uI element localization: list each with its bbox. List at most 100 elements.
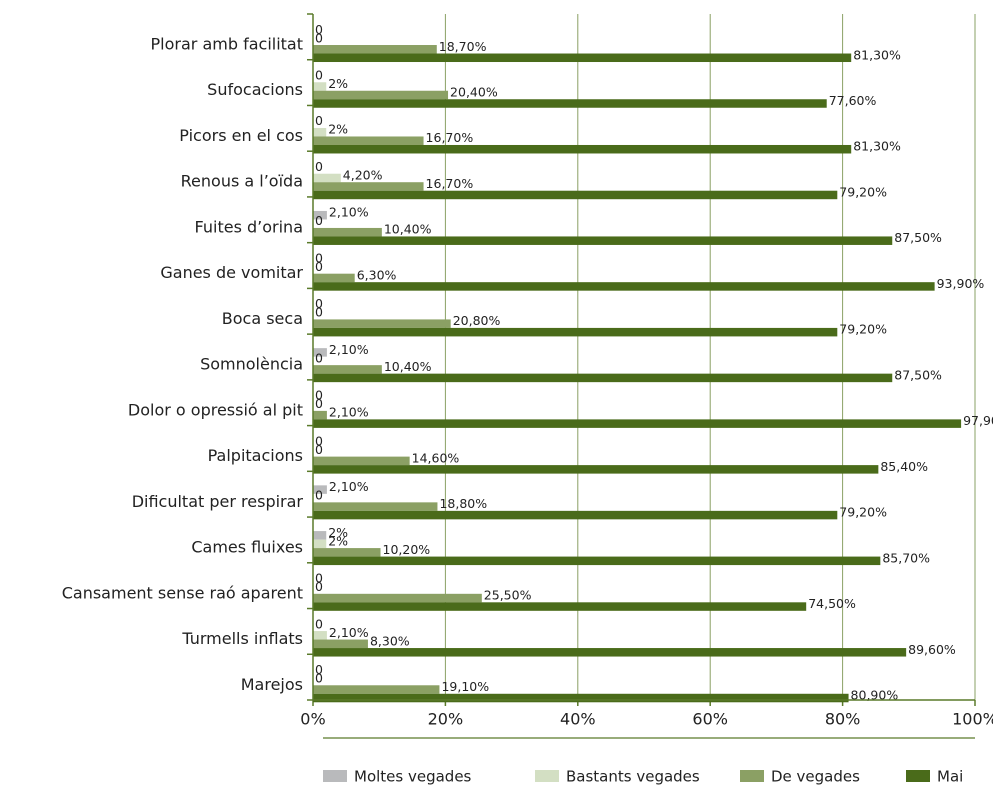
bar [313,502,438,511]
category-label: Cames fluixes [191,538,303,557]
bar [313,136,424,145]
data-label: 0 [315,396,323,411]
data-label: 18,80% [439,496,487,511]
legend-label: Moltes vegades [354,768,472,786]
data-label: 2,10% [329,479,369,494]
bar [313,485,327,494]
data-label: 0 [315,388,323,403]
bar [313,282,935,291]
x-tick-label: 60% [692,710,728,729]
data-label: 0 [315,296,323,311]
data-label: 0 [315,571,323,586]
bar [313,182,424,191]
data-label: 6,30% [357,267,397,282]
x-tick-label: 40% [560,710,596,729]
bar [313,190,838,200]
data-label: 0 [315,671,323,686]
data-label: 2% [328,76,348,91]
x-tick-label: 100% [952,710,993,729]
legend-swatch [323,770,347,782]
data-label: 74,50% [808,596,856,611]
data-label: 0 [315,113,323,128]
bar [313,631,327,640]
bar [313,548,381,557]
data-label: 0 [315,442,323,457]
bar [313,602,807,611]
x-tick-label: 0% [300,710,325,729]
data-label: 0 [315,488,323,503]
category-label: Renous a l’oïda [181,172,303,191]
data-label: 81,30% [853,139,901,154]
data-label: 0 [315,662,323,677]
data-label: 97,90% [963,413,993,428]
data-label: 14,60% [412,450,460,465]
bar [313,53,852,63]
data-label: 0 [315,30,323,45]
data-label: 77,60% [829,93,877,108]
bar [313,173,341,183]
data-label: 2% [328,525,348,540]
legend-swatch [535,770,559,782]
legend-swatch [740,770,764,782]
data-label: 79,20% [839,505,887,520]
bar [313,45,437,54]
category-label: Plorar amb facilitat [151,35,303,54]
bar [313,90,449,100]
bar [313,227,382,237]
data-label: 20,40% [450,84,498,99]
bar [313,319,451,328]
bar [313,693,849,703]
data-label: 0 [315,213,323,228]
data-label: 18,70% [439,39,487,54]
data-label: 2,10% [329,405,369,420]
bar [313,410,327,420]
data-label: 16,70% [426,176,474,191]
data-label: 10,40% [384,359,432,374]
data-label: 85,70% [882,550,930,565]
data-label: 79,20% [839,184,887,199]
data-label: 80,90% [851,688,899,703]
bar [313,539,327,549]
legend-swatch [906,770,930,782]
data-label: 16,70% [426,130,474,145]
category-label: Cansament sense raó aparent [62,583,303,602]
bar [313,273,355,283]
data-label: 89,60% [908,642,956,657]
bar [313,210,327,220]
bar [313,556,881,566]
bar [313,456,410,466]
data-label: 0 [315,579,323,594]
data-label: 2,10% [329,342,369,357]
bar [313,531,327,540]
bar [313,144,852,154]
bar [313,510,838,520]
data-label: 19,10% [441,679,489,694]
data-label: 0 [315,250,323,265]
bar [313,127,327,137]
bar [313,419,962,428]
category-label: Dolor o opressió al pit [128,400,303,419]
bar [313,236,893,245]
data-label: 2% [328,533,348,548]
category-label: Picors en el cos [179,126,303,145]
bar [313,648,907,657]
data-label: 25,50% [484,588,532,603]
data-label: 10,20% [383,542,431,557]
data-label: 10,40% [384,222,432,237]
bar [313,593,482,603]
data-label: 0 [315,159,323,174]
category-label: Marejos [241,675,303,694]
data-label: 81,30% [853,47,901,62]
data-label: 0 [315,616,323,631]
bar [313,348,327,357]
legend-label: Mai [937,768,963,786]
data-label: 0 [315,305,323,320]
data-label: 0 [315,350,323,365]
data-label: 79,20% [839,322,887,337]
bar [313,639,368,649]
bar [313,465,879,474]
data-label: 4,20% [343,167,383,182]
data-label: 85,40% [880,459,928,474]
data-label: 2% [328,122,348,137]
